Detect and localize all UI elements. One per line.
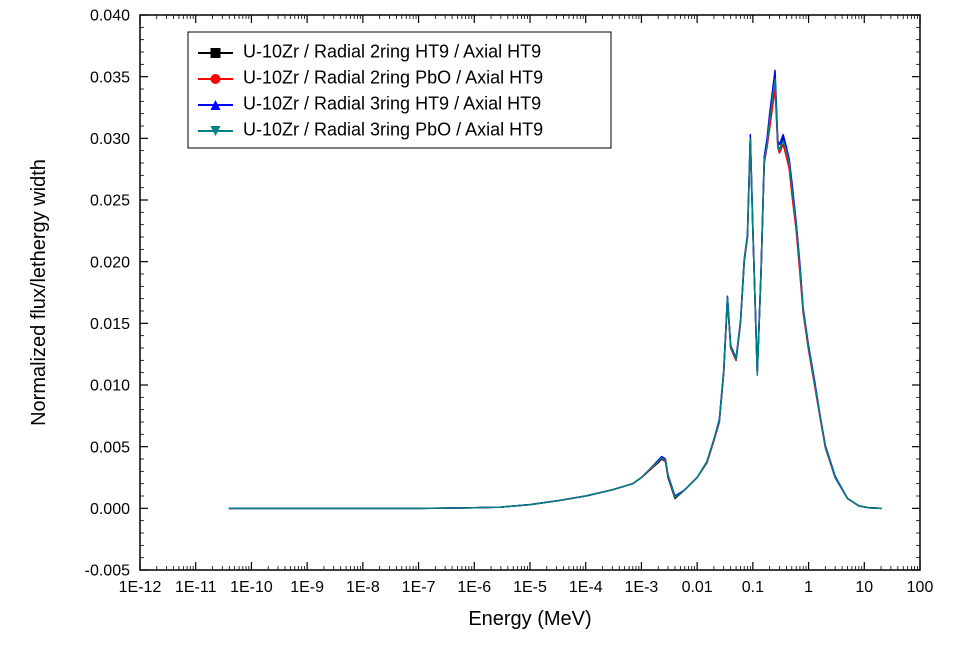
- y-tick-label: 0.005: [90, 439, 130, 456]
- y-tick-label: 0.025: [90, 193, 130, 210]
- legend-label-2: U-10Zr / Radial 3ring HT9 / Axial HT9: [243, 93, 541, 113]
- y-tick-label: 0.035: [90, 69, 130, 86]
- y-tick-label: 0.020: [90, 254, 130, 271]
- legend-label-0: U-10Zr / Radial 2ring HT9 / Axial HT9: [243, 41, 541, 61]
- x-tick-label: 1E-3: [625, 579, 659, 596]
- y-tick-label: -0.005: [85, 563, 130, 580]
- legend-marker-0: [211, 48, 221, 58]
- x-tick-label: 0.01: [682, 579, 713, 596]
- x-axis-label: Energy (MeV): [468, 608, 591, 630]
- x-tick-label: 1E-8: [346, 579, 380, 596]
- x-tick-label: 10: [855, 579, 873, 596]
- y-tick-label: 0.015: [90, 316, 130, 333]
- legend-label-3: U-10Zr / Radial 3ring PbO / Axial HT9: [243, 119, 543, 139]
- legend: U-10Zr / Radial 2ring HT9 / Axial HT9 U-1…: [188, 32, 611, 148]
- chart-container: 1E-12 1E-11 1E-10 1E-9 1E-8 1E-7 1E-6 1E-5 1E-4 1…: [0, 0, 956, 663]
- legend-marker-1: [211, 74, 221, 84]
- flux-spectrum-chart: 1E-12 1E-11 1E-10 1E-9 1E-8 1E-7 1E-6 1E-5 1E-4 1…: [0, 0, 956, 663]
- x-tick-label: 1: [804, 579, 813, 596]
- y-axis-label: Normalized flux/lethergy width: [28, 159, 50, 426]
- y-tick-label: 0.010: [90, 378, 130, 395]
- y-tick-label: 0.040: [90, 8, 130, 25]
- x-tick-label: 1E-7: [402, 579, 436, 596]
- x-tick-label: 1E-4: [569, 579, 603, 596]
- x-tick-label: 1E-10: [230, 579, 273, 596]
- y-tick-label: 0.000: [90, 501, 130, 518]
- x-tick-label: 1E-11: [175, 579, 217, 596]
- x-tick-label: 1E-6: [457, 579, 491, 596]
- legend-label-1: U-10Zr / Radial 2ring PbO / Axial HT9: [243, 67, 543, 87]
- x-tick-label: 0.1: [742, 579, 764, 596]
- y-tick-label: 0.030: [90, 131, 130, 148]
- x-tick-label: 100: [907, 579, 934, 596]
- series-1: [229, 89, 881, 508]
- x-tick-label: 1E-12: [119, 579, 162, 596]
- x-tick-label: 1E-5: [513, 579, 547, 596]
- x-tick-label: 1E-9: [290, 579, 324, 596]
